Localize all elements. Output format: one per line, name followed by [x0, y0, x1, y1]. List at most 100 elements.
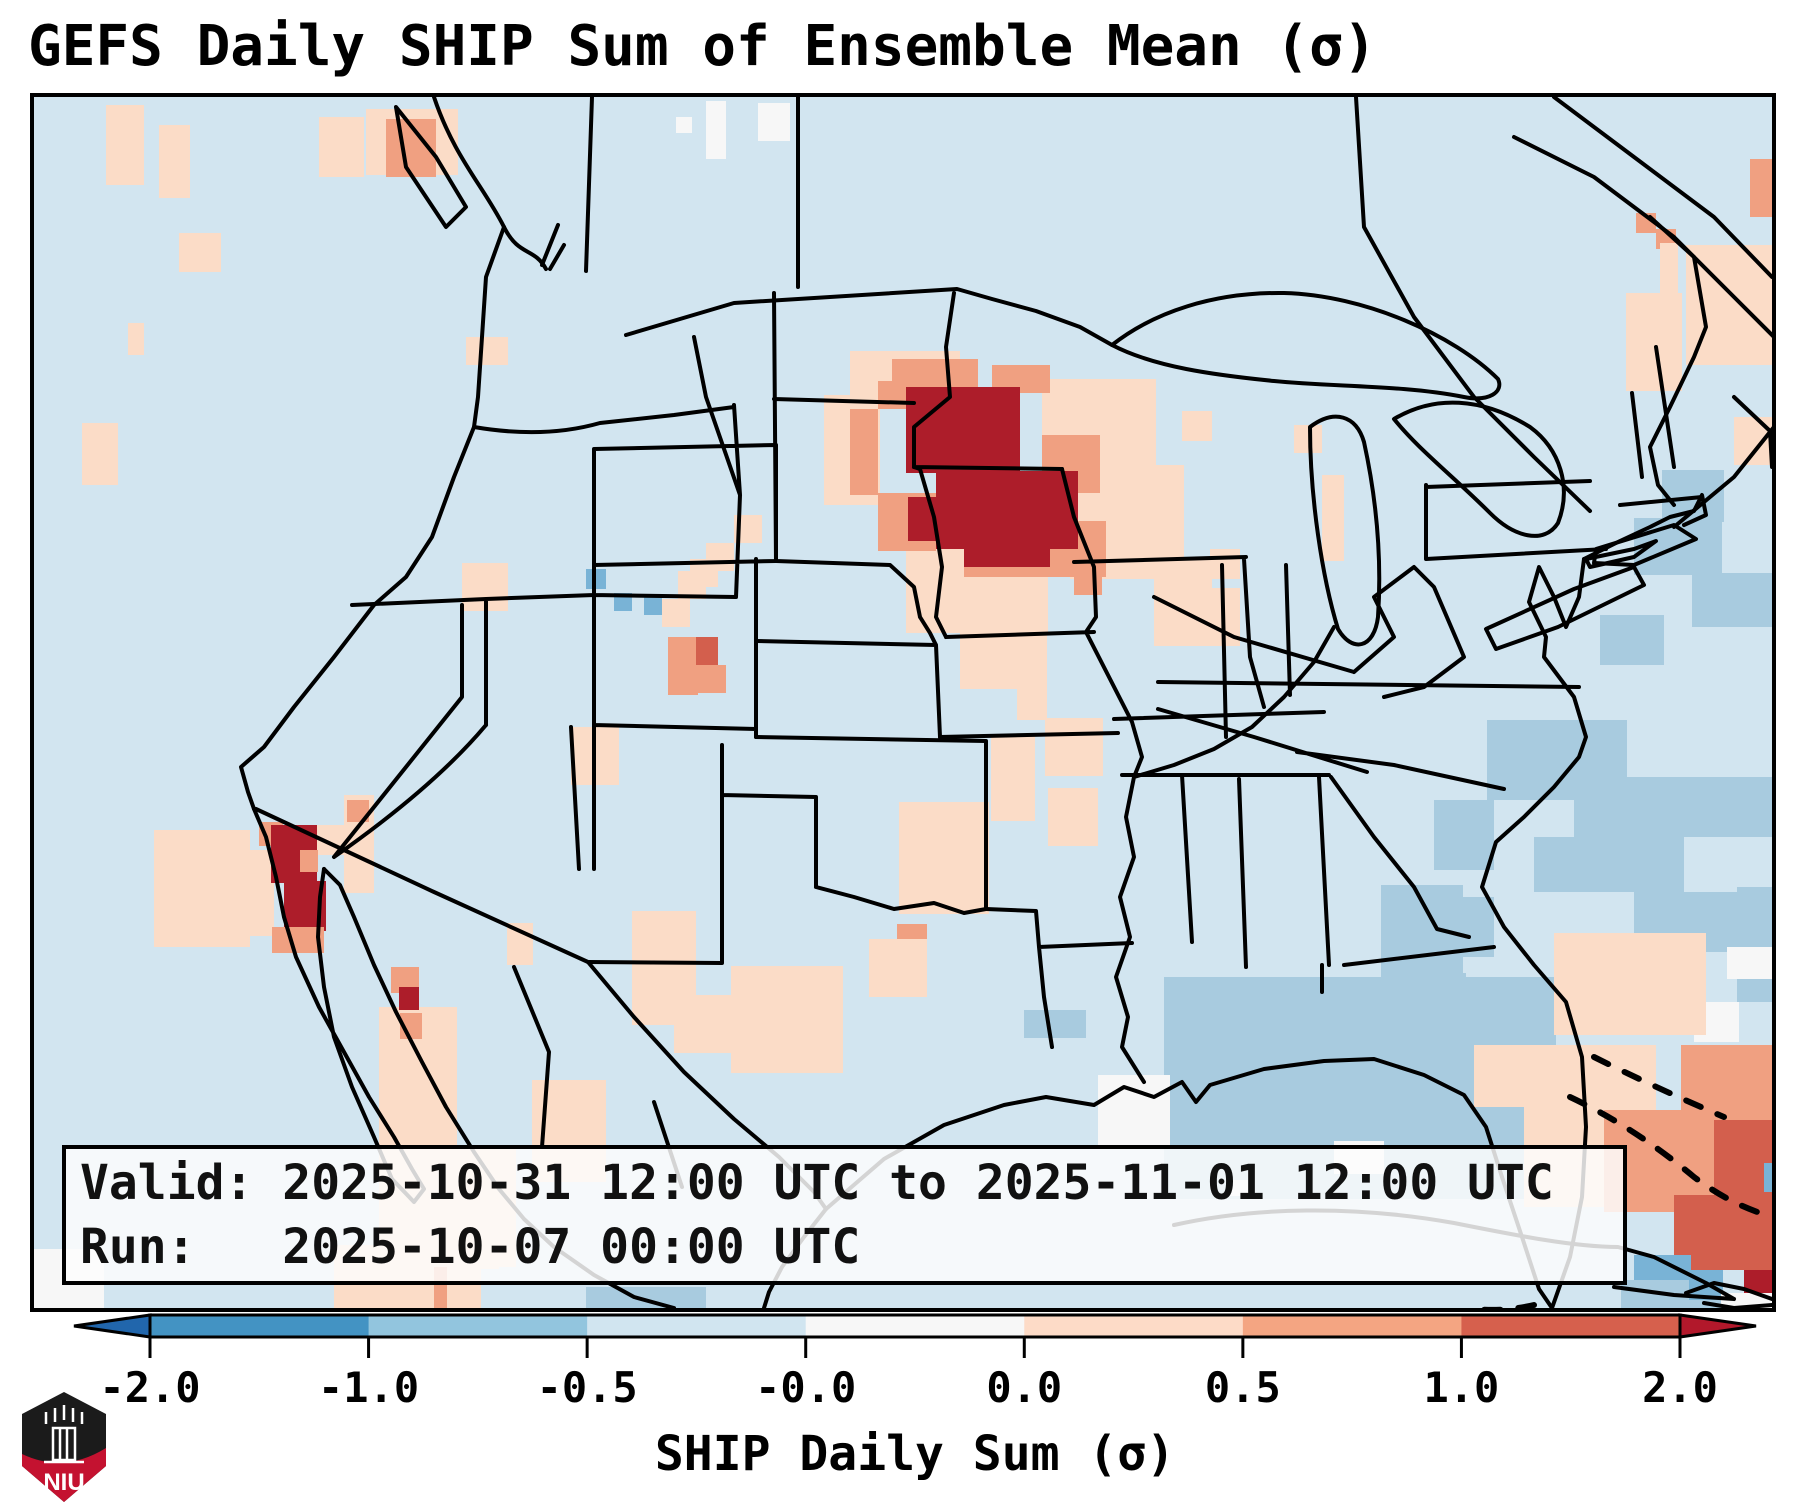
heatmap-cell — [1727, 947, 1772, 979]
heatmap-cell — [869, 939, 927, 997]
heatmap-cell — [960, 631, 1018, 689]
heatmap-cell — [128, 323, 144, 355]
niu-logo-text: NIU — [43, 1469, 84, 1496]
colorbar-tick-label: 0.0 — [986, 1363, 1062, 1412]
niu-shield-bottom — [22, 1448, 106, 1502]
heatmap-cell — [696, 637, 718, 667]
colorbar-tick-label: 2.0 — [1642, 1363, 1718, 1412]
colorbar-segment — [1242, 1315, 1463, 1337]
heatmap-cell — [1024, 1010, 1086, 1038]
bahamas-dashed — [1471, 1054, 1772, 1308]
castle-icon — [44, 1405, 84, 1464]
heatmap-cell — [1322, 475, 1344, 561]
heatmap-cell — [706, 101, 726, 159]
heatmap-cell — [1474, 1045, 1656, 1107]
bc-coast — [432, 97, 548, 271]
page-title: GEFS Daily SHIP Sum of Ensemble Mean (σ) — [28, 14, 1377, 79]
st-lawrence — [1512, 97, 1772, 529]
state-lines-midwest — [912, 465, 1336, 1084]
heatmap-cell — [1600, 615, 1664, 665]
lake-michigan — [1308, 414, 1382, 647]
heatmap-cell — [1534, 837, 1684, 892]
heatmap-cell — [906, 387, 1020, 473]
heatmap-cell — [1098, 1075, 1170, 1147]
heatmap-cell — [1681, 1045, 1772, 1112]
heatmap-cell — [272, 927, 324, 953]
heatmap-cell — [1554, 933, 1706, 1035]
colorbar-under-arrow — [73, 1313, 152, 1339]
heatmap-cell — [1154, 491, 1184, 549]
colorbar-segment — [1024, 1315, 1244, 1337]
colorbar: -2.0 -1.0 -0.5 -0.0 0.0 0.5 1.0 2.0 SHIP Daily S… — [73, 1313, 1757, 1482]
heatmap-cell — [662, 599, 690, 627]
heatmap-cell — [1210, 549, 1240, 579]
heatmap-cell — [674, 995, 732, 1053]
heatmap-cell — [399, 987, 419, 1010]
colorbar-segment — [150, 1315, 370, 1337]
heatmap-cell — [1017, 634, 1047, 720]
heatmap-cell — [319, 117, 364, 177]
colorbar-segment — [368, 1315, 588, 1337]
heatmap-cell — [731, 966, 843, 1073]
long-island — [1584, 539, 1658, 569]
heatmap-cell — [244, 850, 274, 936]
colorbar-over-arrow — [1678, 1313, 1757, 1339]
heatmap-cell — [964, 537, 1050, 567]
heatmap-cell — [1042, 491, 1072, 535]
heatmap-cell — [1734, 417, 1772, 465]
heatmap-cell — [1660, 243, 1678, 301]
heatmap-cell — [1750, 159, 1772, 217]
heatmap-cell — [899, 802, 989, 914]
colorbar-segment — [587, 1315, 807, 1337]
heatmap-cell — [1048, 788, 1098, 846]
heatmap-cell — [82, 423, 118, 485]
heatmap-cell — [154, 830, 250, 947]
lake-superior — [1110, 290, 1502, 401]
heatmap-cell — [1434, 800, 1494, 870]
info-box: Valid: 2025-10-31 12:00 UTC to 2025-11-0… — [62, 1145, 1627, 1285]
heatmap-cell — [614, 593, 632, 611]
heatmap-cell — [924, 415, 952, 471]
canada-border — [624, 287, 1114, 347]
puget-sound — [540, 223, 566, 271]
heatmap-cell — [1737, 887, 1772, 1002]
map-panel — [30, 93, 1776, 1312]
valid-text: Valid: 2025-10-31 12:00 UTC to 2025-11-0… — [80, 1155, 1554, 1211]
heatmap-cell — [347, 800, 369, 822]
heatmap-cell — [1692, 573, 1772, 627]
colorbar-tick-label: -0.5 — [537, 1363, 638, 1412]
colorbar-tick-label: 1.0 — [1423, 1363, 1499, 1412]
heatmap-cell — [1414, 973, 1466, 1035]
heatmap-cell — [1182, 411, 1212, 441]
colorbar-segment — [1461, 1315, 1681, 1337]
heatmap-cell — [1074, 567, 1102, 595]
colorbar-tick-label: -1.0 — [318, 1363, 419, 1412]
state-lines-plains — [586, 291, 1064, 965]
colorbar-segment — [805, 1315, 1026, 1337]
heatmap-cell — [1045, 718, 1103, 776]
heatmap-cell — [1294, 425, 1322, 453]
colorbar-tick-label: -2.0 — [99, 1363, 200, 1412]
heatmap-cell — [586, 1287, 706, 1308]
colorbar-tick-label: 0.5 — [1205, 1363, 1281, 1412]
lake-erie — [1484, 565, 1646, 651]
heatmap-cell — [991, 735, 1035, 821]
heatmap-cell — [644, 597, 662, 615]
niu-logo: NIU — [22, 1392, 106, 1502]
heatmap-cell — [106, 105, 144, 185]
colorbar-axis-label: SHIP Daily Sum (σ) — [655, 1426, 1175, 1482]
colorbar-outline — [148, 1313, 1682, 1339]
hispaniola-coast — [1684, 1281, 1772, 1308]
heatmap-cell — [1626, 293, 1682, 391]
state-lines-east — [1152, 345, 1704, 939]
state-lines-west — [332, 335, 778, 871]
heatmap-cell — [159, 125, 190, 198]
us-map — [34, 97, 1772, 1308]
lake-huron — [1392, 400, 1566, 538]
heatmap-cell — [758, 103, 790, 141]
run-text: Run: 2025-10-07 00:00 UTC — [80, 1219, 861, 1275]
heatmap-cell — [1574, 777, 1772, 837]
province-lines — [584, 97, 1592, 513]
heatmap-cell — [1764, 1163, 1772, 1192]
vancouver-island — [394, 105, 468, 229]
